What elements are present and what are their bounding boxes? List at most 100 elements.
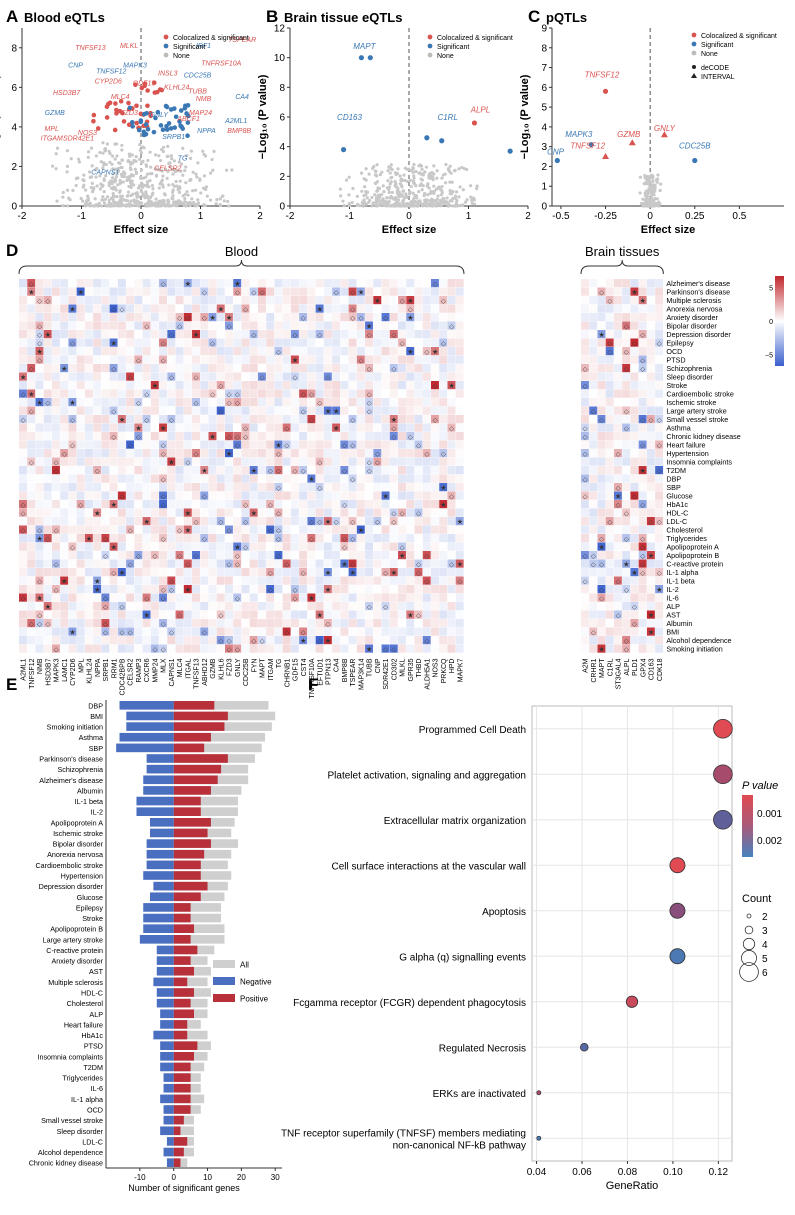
- heatmap-cell: [167, 568, 176, 577]
- background-point: [218, 197, 222, 201]
- trait-label: Alcohol dependence: [666, 636, 731, 645]
- heatmap-cell: [76, 449, 85, 458]
- heatmap-cell: [439, 491, 448, 500]
- heatmap-cell: [192, 644, 200, 653]
- heatmap-cell: [27, 415, 36, 424]
- blood-gene-label: ITGAL: [185, 658, 192, 678]
- heatmap-cell: [241, 636, 250, 645]
- heatmap-cell: [51, 568, 60, 577]
- heatmap-cell: [315, 602, 324, 611]
- bar-positive: [173, 775, 218, 785]
- heatmap-cell: [455, 517, 464, 526]
- background-point: [144, 175, 148, 179]
- heatmap-cell: [373, 432, 382, 441]
- heatmap-cell: [167, 304, 176, 313]
- heatmap-cell: [241, 381, 250, 390]
- heatmap-cell: [455, 347, 464, 356]
- heatmap-cell: [150, 627, 159, 636]
- background-point: [154, 197, 158, 201]
- heatmap-cell: [455, 449, 464, 458]
- heatmap-cell: [134, 534, 143, 543]
- heatmap-cell: [84, 406, 93, 415]
- heatmap-cell: [348, 432, 357, 441]
- heatmap-cell: [340, 585, 349, 594]
- heatmap-cell: [266, 304, 275, 313]
- heatmap-cell: [200, 313, 209, 322]
- heatmap-cell: [117, 304, 126, 313]
- heatmap-mark: ◇: [391, 519, 396, 526]
- heatmap-cell: [655, 296, 664, 305]
- heatmap-mark: ◇: [350, 306, 355, 313]
- heatmap-cell: [422, 627, 431, 636]
- heatmap-cell: [93, 330, 102, 339]
- heatmap-cell: [134, 525, 143, 534]
- background-point: [462, 167, 467, 171]
- heatmap-cell: [175, 568, 184, 577]
- heatmap-cell: [332, 508, 341, 517]
- background-point: [120, 148, 124, 152]
- heatmap-cell: [356, 559, 365, 568]
- background-point: [100, 198, 104, 202]
- heatmap-cell: [323, 381, 332, 390]
- heatmap-cell: [373, 466, 382, 475]
- heatmap-cell: [605, 525, 614, 534]
- heatmap-cell: [241, 449, 250, 458]
- background-point: [107, 198, 111, 202]
- heatmap-cell: [299, 296, 308, 305]
- heatmap-cell: [398, 389, 406, 398]
- background-point: [190, 189, 195, 193]
- heatmap-cell: [422, 610, 431, 619]
- background-point: [171, 194, 175, 198]
- heatmap-cell: [589, 440, 598, 449]
- heatmap-cell: [241, 466, 250, 475]
- background-point: [65, 149, 70, 153]
- heatmap-cell: [266, 389, 275, 398]
- heatmap-cell: [192, 534, 200, 543]
- heatmap-mark: ★: [201, 467, 207, 475]
- heatmap-cell: [216, 389, 225, 398]
- background-point: [375, 163, 379, 167]
- gene-label: CDC25B: [679, 142, 711, 151]
- heatmap-cell: [447, 500, 456, 509]
- heatmap-mark: ◇: [624, 587, 629, 594]
- blood-gene-label: KLHL6: [218, 658, 225, 680]
- heatmap-mark: ◇: [169, 587, 174, 594]
- heatmap-cell: [216, 406, 225, 415]
- heatmap-cell: [398, 321, 406, 330]
- heatmap-cell: [381, 296, 390, 305]
- heatmap-cell: [597, 432, 606, 441]
- heatmap-cell: [76, 364, 85, 373]
- heatmap-cell: [93, 355, 102, 364]
- heatmap-cell: [431, 568, 439, 577]
- heatmap-cell: [455, 389, 464, 398]
- heatmap-cell: [233, 330, 242, 339]
- heatmap-mark: ◇: [235, 553, 240, 560]
- background-point: [381, 197, 385, 201]
- legend-marker: [427, 43, 433, 49]
- heatmap-cell: [274, 398, 283, 407]
- heatmap-cell: [183, 432, 192, 441]
- heatmap-cell: [381, 389, 390, 398]
- heatmap-cell: [208, 491, 217, 500]
- heatmap-cell: [323, 355, 332, 364]
- background-point: [412, 176, 416, 180]
- heatmap-cell: [183, 381, 192, 390]
- heatmap-cell: [249, 406, 258, 415]
- significant-point: [95, 126, 101, 131]
- background-point: [373, 173, 378, 177]
- trait-label: T2DM: [666, 466, 686, 475]
- heatmap-cell: [60, 423, 69, 432]
- heatmap-mark: ◇: [591, 561, 596, 568]
- heatmap-cell: [68, 449, 77, 458]
- heatmap-cell: [315, 500, 324, 509]
- heatmap-mark: ◇: [251, 332, 256, 339]
- heatmap-cell: [622, 338, 631, 347]
- background-point: [393, 180, 397, 184]
- heatmap-cell: [60, 525, 69, 534]
- heatmap-cell: [126, 474, 135, 483]
- heatmap-cell: [93, 440, 102, 449]
- significant-point: [151, 80, 157, 85]
- heatmap-cell: [43, 619, 52, 628]
- heatmap-cell: [159, 355, 168, 364]
- heatmap-cell: [208, 398, 217, 407]
